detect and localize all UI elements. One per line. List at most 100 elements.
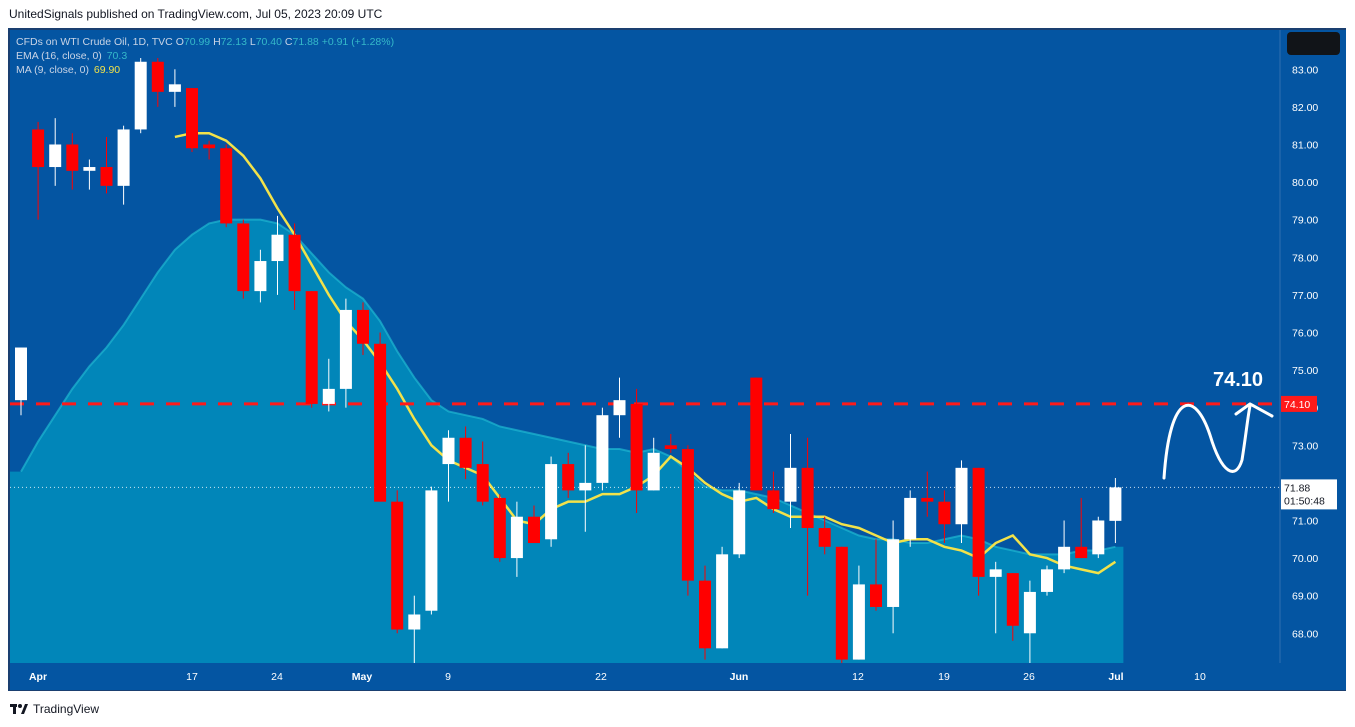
candle-body-down <box>476 464 489 502</box>
candle-body-down <box>32 129 45 168</box>
candle <box>870 539 882 611</box>
candle-body-down <box>938 501 951 525</box>
candle-body-down <box>151 61 164 92</box>
candle-body-down <box>220 148 233 224</box>
candle <box>271 215 284 295</box>
candle <box>887 520 900 634</box>
candle <box>357 302 369 356</box>
tradingview-logo-icon <box>10 704 28 714</box>
symbol-name: CFDs on WTI Crude Oil, 1D, TVC <box>16 36 173 48</box>
ma-line <box>174 131 1117 575</box>
candle-body-up <box>596 415 609 483</box>
candle <box>818 516 831 555</box>
candle-body-down <box>357 309 369 344</box>
candle-body-up <box>408 614 421 630</box>
candle-body-down <box>630 403 643 491</box>
publish-info: UnitedSignals published on TradingView.c… <box>9 7 383 21</box>
candle-body-down <box>870 584 882 607</box>
candle <box>716 546 729 649</box>
candle-body-up <box>852 584 865 660</box>
candle-body-up <box>955 467 968 525</box>
candle-body-down <box>767 490 780 510</box>
time-tick-label: Jun <box>730 671 749 683</box>
candle-body-down <box>972 467 985 577</box>
candle-body-down <box>921 497 934 502</box>
candle-body-up <box>904 497 917 540</box>
candle <box>852 565 865 660</box>
candle <box>613 377 626 438</box>
candle <box>442 430 455 502</box>
time-tick-label: 10 <box>1194 671 1206 683</box>
candle <box>681 445 694 596</box>
candle-body-up <box>271 234 284 262</box>
candle <box>938 490 951 544</box>
ohlc-high-label: H <box>213 36 221 48</box>
candle <box>237 219 250 299</box>
time-tick-label: 22 <box>595 671 607 683</box>
candle <box>83 159 96 190</box>
ohlc-low-label: L <box>249 36 256 48</box>
ma-value: 69.90 <box>93 64 121 76</box>
candle <box>425 486 438 615</box>
candle <box>972 467 985 596</box>
price-chart[interactable]: 74.10 83.00 82.00 81.00 80.00 79.00 78.00 77.0… <box>10 30 1346 690</box>
candle <box>699 565 711 660</box>
candle <box>374 332 387 502</box>
candle <box>220 144 233 228</box>
candle-body-down <box>493 497 506 559</box>
candle <box>630 388 643 513</box>
candle <box>801 437 814 596</box>
candle <box>391 490 404 634</box>
level-price-tag <box>1281 395 1317 412</box>
chart-settings-button[interactable] <box>1287 32 1340 55</box>
candle <box>100 136 113 194</box>
ohlc-close-label: C <box>284 36 293 48</box>
current-price-tag <box>1281 479 1337 510</box>
candle <box>562 452 575 498</box>
time-tick-label: 17 <box>186 671 198 683</box>
candle <box>784 434 797 528</box>
candle <box>134 58 147 134</box>
time-tick-label: 9 <box>445 671 451 683</box>
candle <box>186 88 198 152</box>
current-price-label: 71.88 <box>1284 482 1310 494</box>
candle-body-up <box>168 84 181 92</box>
legend-ma-row: MA (9, close, 0) 69.90 <box>16 63 394 77</box>
candle-body-up <box>716 554 729 649</box>
candle-body-up <box>784 467 797 502</box>
candle-body-down <box>1006 573 1019 626</box>
candle-body-down <box>699 580 711 649</box>
candle <box>408 595 421 675</box>
ohlc-change: +0.91 (+1.28%) <box>321 36 395 48</box>
price-tick-label: 77.00 <box>1292 290 1318 302</box>
candle <box>66 133 79 190</box>
candle-body-down <box>801 467 814 528</box>
candle-body-up <box>339 309 352 389</box>
ohlc-open-label: O <box>175 36 184 48</box>
footer: TradingView <box>10 702 99 716</box>
price-tick-label: 71.00 <box>1292 515 1318 527</box>
candle <box>476 441 489 506</box>
candle-body-up <box>1058 546 1071 570</box>
candle <box>767 471 780 513</box>
time-tick-label: 19 <box>938 671 950 683</box>
ohlc-open: 70.99 <box>183 36 211 48</box>
candle <box>117 125 130 205</box>
candle-body-up <box>1041 569 1053 592</box>
candle-body-up <box>425 490 438 611</box>
candle-body-down <box>374 343 387 502</box>
chart-legend: CFDs on WTI Crude Oil, 1D, TVC O70.99 H7… <box>16 35 394 77</box>
candle <box>664 434 677 453</box>
candle-body-up <box>613 400 626 416</box>
ma-label: MA (9, close, 0) <box>16 64 89 76</box>
candle <box>510 501 523 577</box>
candle <box>1041 565 1053 596</box>
candle <box>339 298 352 408</box>
candle-body-up <box>1109 487 1122 521</box>
projection-arrowhead <box>1234 402 1274 418</box>
candle-body-up <box>15 347 27 401</box>
candle-body-down <box>100 167 113 186</box>
price-tick-label: 70.00 <box>1292 553 1318 565</box>
candle <box>955 460 968 544</box>
candle <box>15 347 27 416</box>
